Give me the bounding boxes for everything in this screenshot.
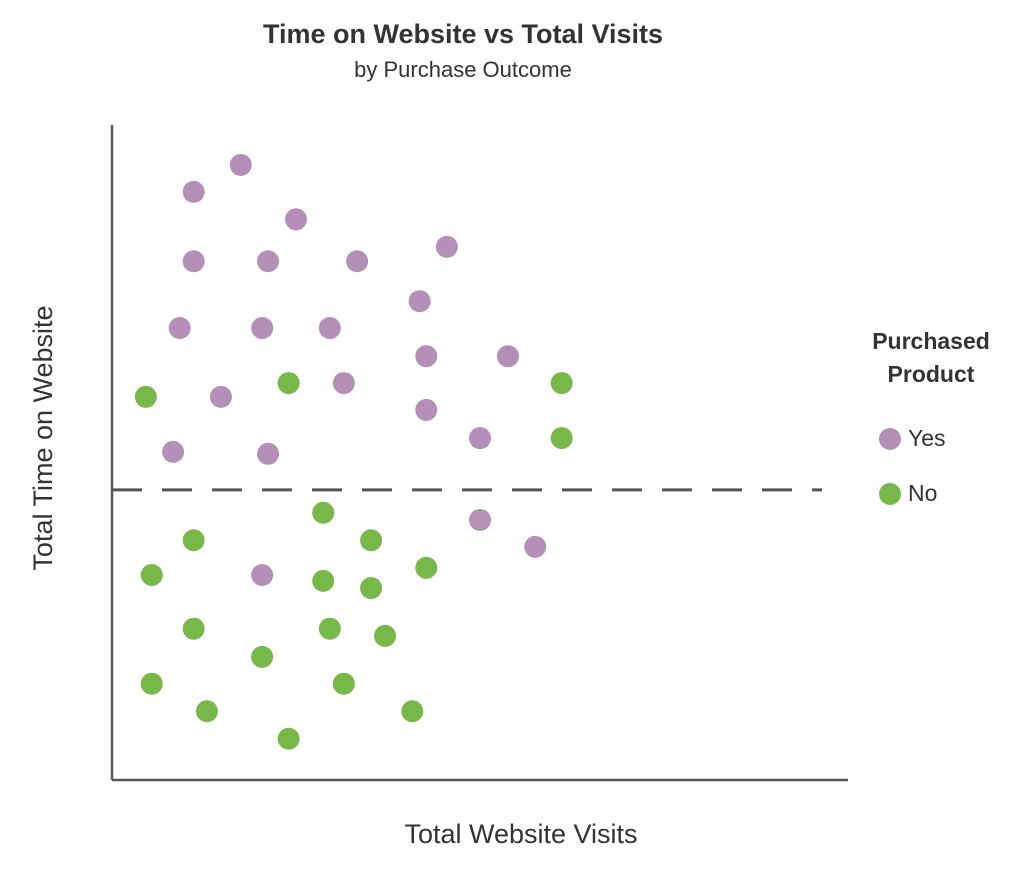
data-point	[469, 508, 491, 531]
chart-title: Time on Website vs Total Visits	[263, 19, 663, 49]
legend-label: No	[908, 480, 937, 506]
data-point	[415, 398, 438, 421]
data-point	[251, 317, 274, 340]
data-point	[415, 345, 438, 368]
data-point	[182, 529, 205, 552]
data-point	[496, 345, 519, 368]
data-point	[195, 700, 218, 723]
legend-label: Yes	[908, 425, 946, 451]
data-point	[162, 440, 185, 463]
data-point	[168, 317, 191, 340]
data-point	[134, 385, 157, 408]
data-point	[374, 624, 397, 647]
data-point	[332, 672, 355, 695]
data-point	[401, 700, 424, 723]
data-point	[229, 153, 252, 176]
data-point	[312, 501, 335, 524]
data-point	[408, 290, 431, 313]
data-point	[209, 385, 232, 408]
data-point	[415, 556, 438, 579]
data-point	[550, 427, 573, 450]
data-point	[140, 672, 163, 695]
data-point	[550, 372, 573, 395]
data-point	[277, 727, 300, 750]
chart-subtitle: by Purchase Outcome	[354, 57, 572, 82]
data-point	[251, 645, 274, 668]
data-point	[332, 372, 355, 395]
legend-marker	[879, 428, 901, 450]
data-point	[524, 535, 547, 558]
data-point	[346, 250, 369, 273]
data-point	[285, 208, 307, 231]
data-point	[318, 617, 341, 640]
data-point	[182, 180, 205, 203]
legend-title: Purchased Product	[872, 328, 990, 387]
data-point	[140, 563, 163, 586]
y-axis-label: Total Time on Website	[28, 305, 58, 570]
data-point	[360, 529, 383, 552]
data-point	[277, 372, 300, 395]
data-point	[318, 317, 341, 340]
data-point	[257, 250, 280, 273]
x-axis-label: Total Website Visits	[404, 819, 637, 849]
legend-marker	[879, 483, 901, 505]
data-point	[435, 235, 458, 258]
data-point	[469, 427, 491, 450]
data-point	[312, 569, 335, 592]
data-point	[182, 617, 205, 640]
data-point	[251, 563, 274, 586]
data-point	[182, 250, 205, 273]
data-point	[360, 577, 383, 600]
data-point	[257, 442, 280, 465]
